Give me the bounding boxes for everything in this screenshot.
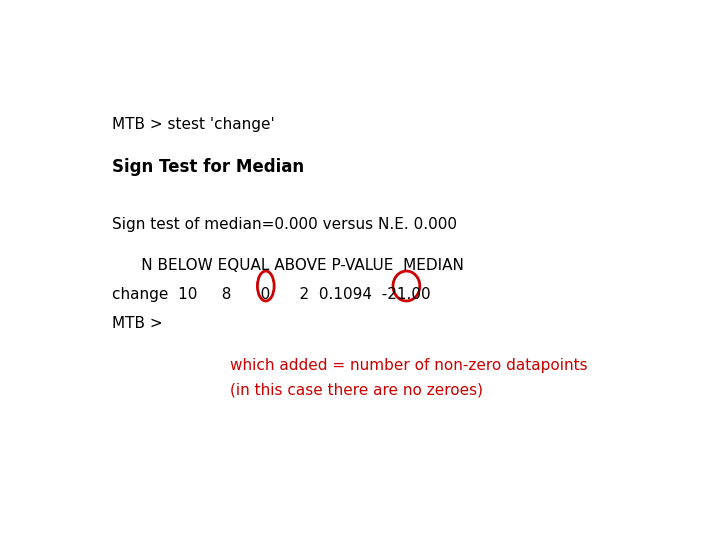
Text: change  10     8      0      2  0.1094  -21.00: change 10 8 0 2 0.1094 -21.00	[112, 287, 431, 302]
Text: which added = number of non-zero datapoints: which added = number of non-zero datapoi…	[230, 358, 587, 373]
Text: MTB > stest 'change': MTB > stest 'change'	[112, 117, 275, 132]
Text: Sign test of median=0.000 versus N.E. 0.000: Sign test of median=0.000 versus N.E. 0.…	[112, 217, 457, 232]
Text: Sign Test for Median: Sign Test for Median	[112, 158, 305, 177]
Text: MTB >: MTB >	[112, 316, 163, 332]
Text: N BELOW EQUAL ABOVE P-VALUE  MEDIAN: N BELOW EQUAL ABOVE P-VALUE MEDIAN	[112, 258, 464, 273]
Text: (in this case there are no zeroes): (in this case there are no zeroes)	[230, 383, 482, 398]
